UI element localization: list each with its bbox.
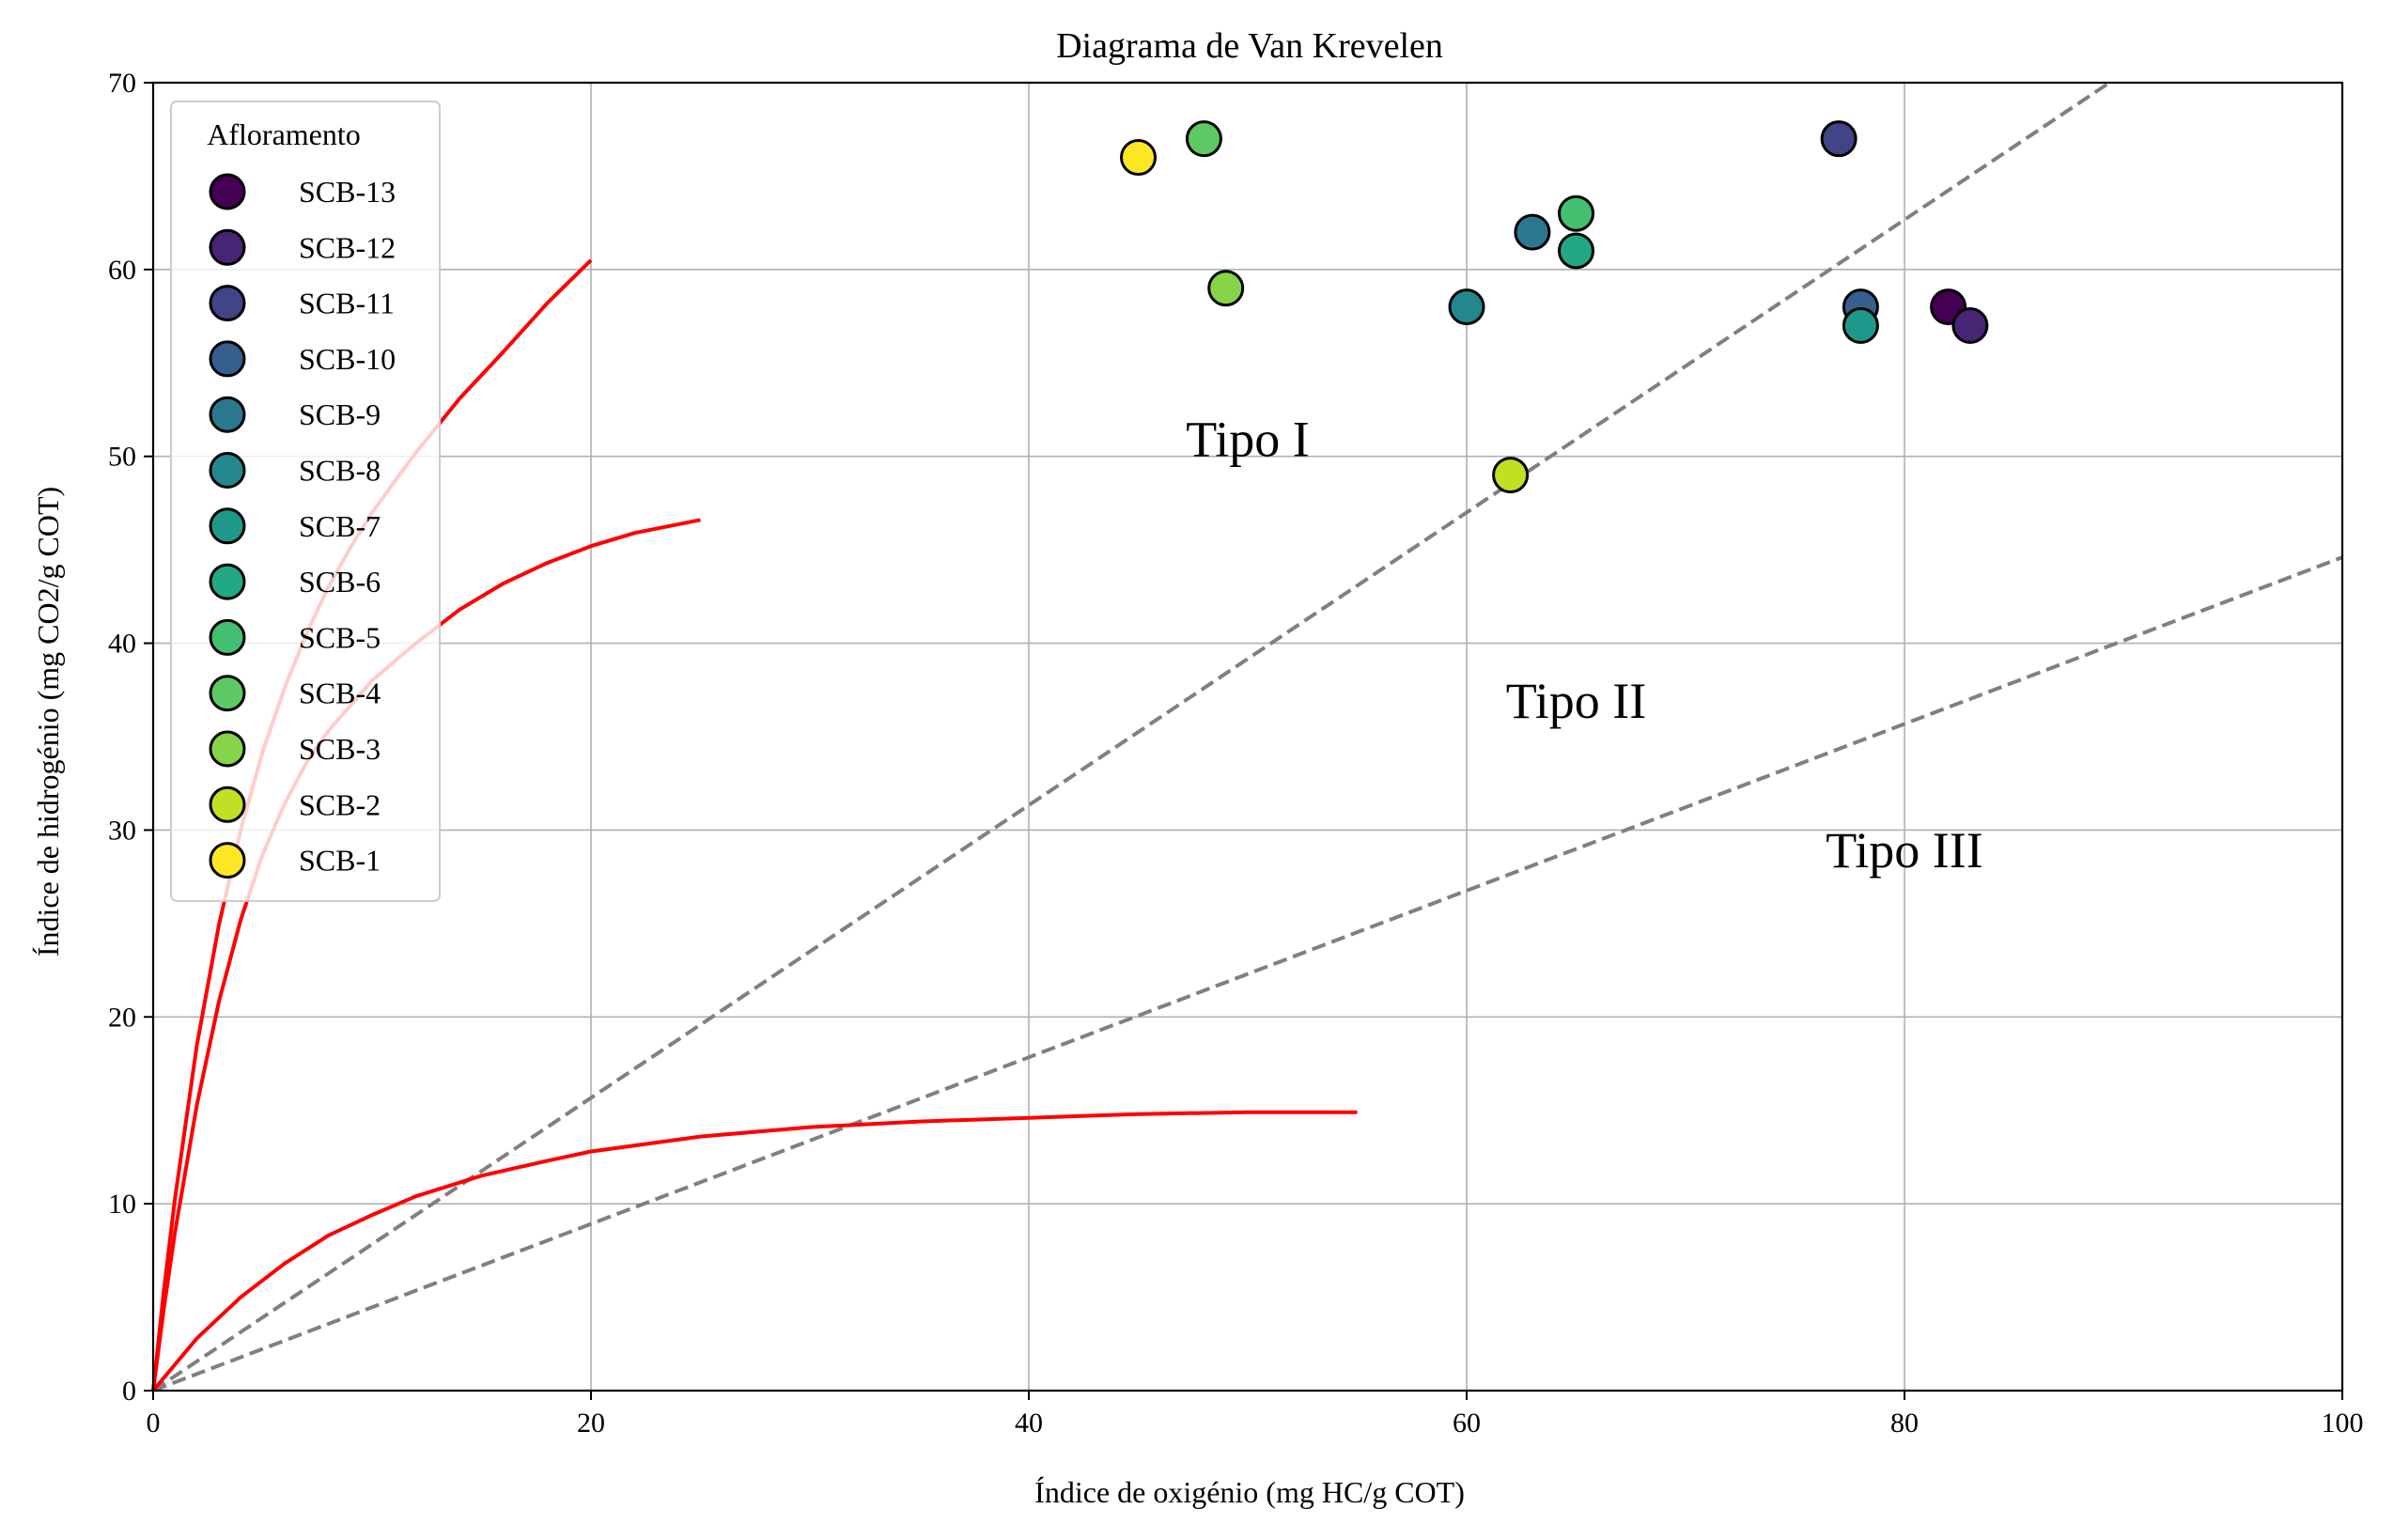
y-tick-label: 20 bbox=[108, 1002, 136, 1033]
y-tick-label: 40 bbox=[108, 629, 136, 660]
legend-title: Afloramento bbox=[207, 117, 361, 151]
legend-label: SCB-6 bbox=[299, 565, 381, 599]
legend: Afloramento SCB-13 SCB-12 SCB-11 SCB-10 SCB-9… bbox=[170, 101, 441, 902]
legend-label: SCB-13 bbox=[299, 175, 396, 209]
data-point-scb-5 bbox=[1558, 194, 1594, 232]
legend-marker bbox=[209, 618, 246, 656]
region-labels: Tipo I Tipo II Tipo III bbox=[1186, 412, 1983, 879]
y-tick-label: 30 bbox=[108, 815, 136, 846]
dashed-boundary-line bbox=[153, 555, 2342, 1391]
data-point-scb-12 bbox=[1951, 307, 1989, 345]
legend-marker bbox=[209, 228, 246, 266]
legend-label: SCB-12 bbox=[299, 230, 396, 264]
axes: 0 20 40 60 80 100 0 10 20 30 40 50 60 70 bbox=[108, 68, 2364, 1439]
data-point-scb-4 bbox=[1185, 120, 1222, 158]
legend-marker bbox=[209, 563, 246, 600]
plot-frame bbox=[151, 81, 2344, 1392]
legend-label: SCB-4 bbox=[299, 677, 381, 710]
legend-marker bbox=[209, 285, 246, 322]
evolution-curve bbox=[151, 1110, 1358, 1392]
x-tick-label: 0 bbox=[147, 1408, 161, 1439]
data-point-scb-9 bbox=[1514, 213, 1551, 251]
data-point-scb-3 bbox=[1207, 270, 1245, 307]
legend-marker bbox=[209, 452, 246, 489]
y-tick-label: 70 bbox=[108, 68, 136, 99]
x-tick-label: 80 bbox=[1890, 1408, 1919, 1439]
legend-label: SCB-10 bbox=[299, 342, 396, 376]
y-tick-label: 50 bbox=[108, 442, 136, 473]
x-tick-label: 100 bbox=[2322, 1408, 2364, 1439]
legend-label: SCB-1 bbox=[299, 844, 381, 878]
y-tick-label: 60 bbox=[108, 255, 136, 286]
chart-title: Diagrama de Van Krevelen bbox=[1056, 26, 1443, 66]
legend-box bbox=[170, 101, 441, 902]
y-axis-title: Índice de hidrogénio (mg CO2/g COT) bbox=[31, 487, 65, 957]
data-point-scb-8 bbox=[1448, 288, 1485, 326]
x-axis-title: Índice de oxigénio (mg HC/g COT) bbox=[1034, 1475, 1465, 1509]
y-tick-label: 10 bbox=[108, 1189, 136, 1220]
legend-label: SCB-9 bbox=[299, 397, 381, 431]
legend-marker bbox=[209, 730, 246, 768]
legend-marker bbox=[209, 396, 246, 433]
dashed-boundary-line bbox=[153, 83, 2113, 1391]
legend-label: SCB-11 bbox=[299, 287, 395, 320]
legend-marker bbox=[209, 842, 246, 879]
legend-marker bbox=[209, 340, 246, 378]
legend-label: SCB-7 bbox=[299, 509, 381, 543]
data-points bbox=[1120, 120, 1989, 494]
legend-marker bbox=[209, 507, 246, 545]
x-tick-label: 20 bbox=[577, 1408, 605, 1439]
data-point-scb-7 bbox=[1842, 307, 1879, 345]
y-tick-label: 0 bbox=[122, 1376, 136, 1407]
legend-label: SCB-8 bbox=[299, 454, 381, 488]
data-point-scb-6 bbox=[1558, 232, 1594, 270]
region-label: Tipo III bbox=[1826, 822, 1983, 879]
legend-label: SCB-3 bbox=[299, 732, 381, 766]
x-tick-label: 60 bbox=[1453, 1408, 1481, 1439]
legend-label: SCB-5 bbox=[299, 620, 381, 654]
data-point-scb-11 bbox=[1820, 120, 1858, 158]
data-point-scb-2 bbox=[1492, 457, 1530, 494]
region-label: Tipo II bbox=[1506, 673, 1647, 729]
legend-marker bbox=[209, 786, 246, 823]
data-point-scb-1 bbox=[1120, 139, 1157, 177]
legend-marker bbox=[209, 173, 246, 210]
legend-marker bbox=[209, 675, 246, 712]
grid-layer bbox=[152, 82, 2343, 1392]
x-tick-label: 40 bbox=[1015, 1408, 1043, 1439]
reference-lines bbox=[153, 83, 2342, 1391]
legend-label: SCB-2 bbox=[299, 787, 381, 821]
region-label: Tipo I bbox=[1186, 412, 1310, 468]
